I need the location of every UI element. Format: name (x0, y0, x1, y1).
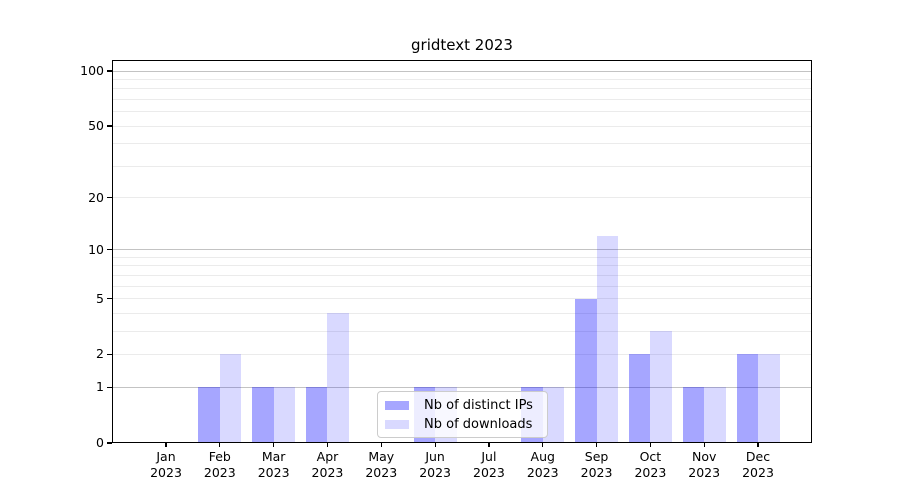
y-minor-gridline (113, 98, 811, 100)
bar-downloads (758, 354, 780, 443)
x-tick-label: Oct 2023 (634, 449, 667, 480)
y-minor-gridline (113, 78, 811, 80)
y-tick-label: 1 (96, 379, 104, 395)
x-tick-label: Jan 2023 (150, 449, 182, 480)
x-tick-mark (380, 443, 382, 447)
legend-swatch-downloads (385, 419, 409, 429)
x-tick-label: Apr 2023 (311, 449, 344, 480)
bar-downloads (650, 331, 672, 443)
bar-distinct-ips (628, 354, 651, 443)
legend-item: Nb of downloads (385, 417, 540, 432)
bar-distinct-ips (575, 298, 597, 443)
bar-distinct-ips (682, 387, 705, 443)
y-minor-gridline (113, 165, 811, 167)
y-major-gridline (113, 249, 811, 251)
y-tick-label: 50 (88, 118, 104, 134)
x-tick-label: Jul 2023 (473, 449, 505, 480)
y-minor-gridline (113, 312, 811, 314)
x-tick-label: Feb 2023 (203, 449, 236, 480)
x-tick-mark (434, 443, 436, 447)
y-major-gridline (113, 386, 811, 388)
y-minor-gridline (113, 274, 811, 276)
bar-downloads (542, 387, 565, 443)
y-minor-gridline (113, 285, 811, 287)
x-tick-label: Nov 2023 (688, 449, 721, 480)
legend-label: Nb of distinct IPs (424, 397, 533, 413)
bar-downloads (219, 354, 242, 443)
plot-area (112, 60, 812, 443)
x-tick-mark (165, 443, 167, 447)
x-tick-label: Jun 2023 (419, 449, 451, 480)
x-tick-label: Sep 2023 (580, 449, 613, 480)
y-minor-gridline (113, 353, 811, 355)
y-tick-mark (107, 196, 112, 199)
x-tick-mark (542, 443, 544, 447)
y-minor-gridline (113, 143, 811, 145)
x-tick-label: Dec 2023 (742, 449, 774, 480)
y-minor-gridline (113, 298, 811, 300)
y-minor-gridline (113, 88, 811, 90)
x-tick-mark (326, 443, 329, 447)
y-minor-gridline (113, 330, 811, 332)
y-tick-mark (107, 353, 112, 356)
y-tick-label: 100 (80, 63, 104, 78)
y-major-gridline (113, 70, 811, 72)
bar-downloads (327, 313, 349, 443)
y-minor-gridline (113, 256, 811, 258)
y-tick-label: 10 (88, 241, 104, 257)
y-tick-label: 2 (96, 346, 104, 362)
x-tick-mark (219, 443, 221, 447)
y-minor-gridline (113, 265, 811, 267)
y-tick-mark (107, 386, 112, 388)
x-tick-mark (595, 443, 598, 447)
y-minor-gridline (113, 125, 811, 127)
x-tick-mark (703, 443, 705, 447)
x-tick-label: Mar 2023 (257, 449, 290, 480)
y-tick-label: 20 (88, 189, 104, 205)
y-minor-gridline (113, 111, 811, 113)
y-minor-gridline (113, 197, 811, 199)
y-tick-label: 5 (96, 290, 104, 306)
x-tick-mark (757, 443, 759, 447)
bar-distinct-ips (252, 387, 274, 443)
x-tick-mark (488, 443, 490, 447)
bar-downloads (596, 236, 619, 443)
x-tick-label: Aug 2023 (526, 449, 559, 480)
legend-item: Nb of distinct IPs (385, 398, 540, 413)
chart-title: gridtext 2023 (411, 36, 513, 54)
bar-distinct-ips (736, 354, 759, 443)
bar-distinct-ips (305, 387, 328, 443)
x-tick-label: May 2023 (365, 449, 398, 480)
bar-downloads (704, 387, 726, 443)
y-tick-mark (107, 249, 112, 251)
bar-downloads (273, 387, 296, 443)
legend-label: Nb of downloads (424, 416, 533, 432)
bar-distinct-ips (198, 387, 220, 443)
legend: Nb of distinct IPs Nb of downloads (377, 391, 548, 438)
y-tick-mark (107, 70, 112, 72)
x-tick-mark (273, 443, 275, 447)
y-tick-label: 0 (96, 435, 104, 450)
y-tick-mark (107, 442, 112, 444)
legend-swatch-distinct-ips (385, 400, 409, 410)
y-tick-mark (107, 297, 112, 300)
x-tick-mark (649, 443, 651, 447)
y-tick-mark (107, 125, 112, 127)
